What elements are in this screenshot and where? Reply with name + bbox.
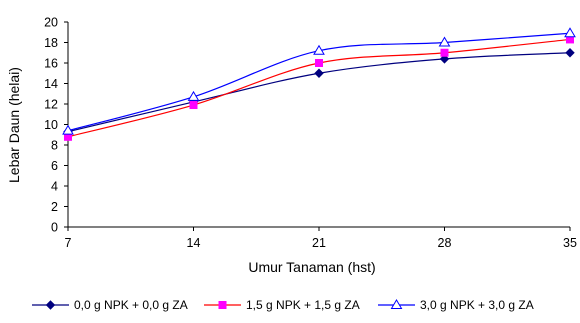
series-3-point — [438, 36, 451, 47]
series-1-point — [565, 48, 575, 58]
y-ticks: 0 2 4 6 8 10 12 14 16 18 20 — [44, 16, 68, 235]
legend-marker-1 — [45, 300, 56, 310]
plot-area: 0 2 4 6 8 10 12 14 16 18 20 7 14 21 28 35 — [44, 16, 577, 251]
series-3-point — [313, 44, 325, 55]
legend-marker-3 — [390, 299, 403, 309]
x-tick-label: 21 — [312, 236, 326, 250]
y-tick-label: 10 — [44, 118, 58, 132]
y-tick-label: 0 — [51, 221, 58, 235]
y-tick-label: 12 — [44, 98, 58, 112]
y-tick-label: 8 — [51, 139, 58, 153]
x-ticks: 7 14 21 28 35 — [65, 227, 577, 250]
x-axis-title: Umur Tanaman (hst) — [248, 259, 375, 275]
series-2-point — [315, 59, 323, 67]
legend-label-1: 0,0 g NPK + 0,0 g ZA — [74, 298, 188, 312]
series-1-point — [439, 54, 450, 64]
series-2-point — [440, 48, 449, 57]
y-tick-label: 16 — [44, 57, 58, 71]
x-tick-label: 28 — [438, 236, 452, 250]
y-axis-title: Lebar Daun (helai) — [6, 67, 22, 183]
series-1-point — [314, 68, 324, 78]
legend-label-2: 1,5 g NPK + 1,5 g ZA — [246, 298, 360, 312]
y-tick-label: 2 — [51, 200, 58, 214]
series-3-point — [187, 90, 200, 101]
legend-label-3: 3,0 g NPK + 3,0 g ZA — [420, 298, 534, 312]
y-tick-label: 4 — [51, 180, 58, 194]
x-tick-label: 7 — [65, 236, 72, 250]
series-2-point — [189, 101, 198, 110]
legend-marker-2 — [218, 301, 227, 309]
legend: 0,0 g NPK + 0,0 g ZA 1,5 g NPK + 1,5 g ZA… — [32, 298, 534, 312]
series-3-point — [564, 27, 576, 38]
y-tick-label: 14 — [44, 77, 58, 91]
y-tick-label: 6 — [51, 159, 58, 173]
y-tick-label: 18 — [44, 36, 58, 50]
x-tick-label: 14 — [187, 236, 201, 250]
series-3-point — [62, 124, 74, 135]
x-tick-label: 35 — [563, 236, 577, 250]
series-markers — [62, 27, 576, 141]
y-tick-label: 20 — [44, 16, 58, 30]
